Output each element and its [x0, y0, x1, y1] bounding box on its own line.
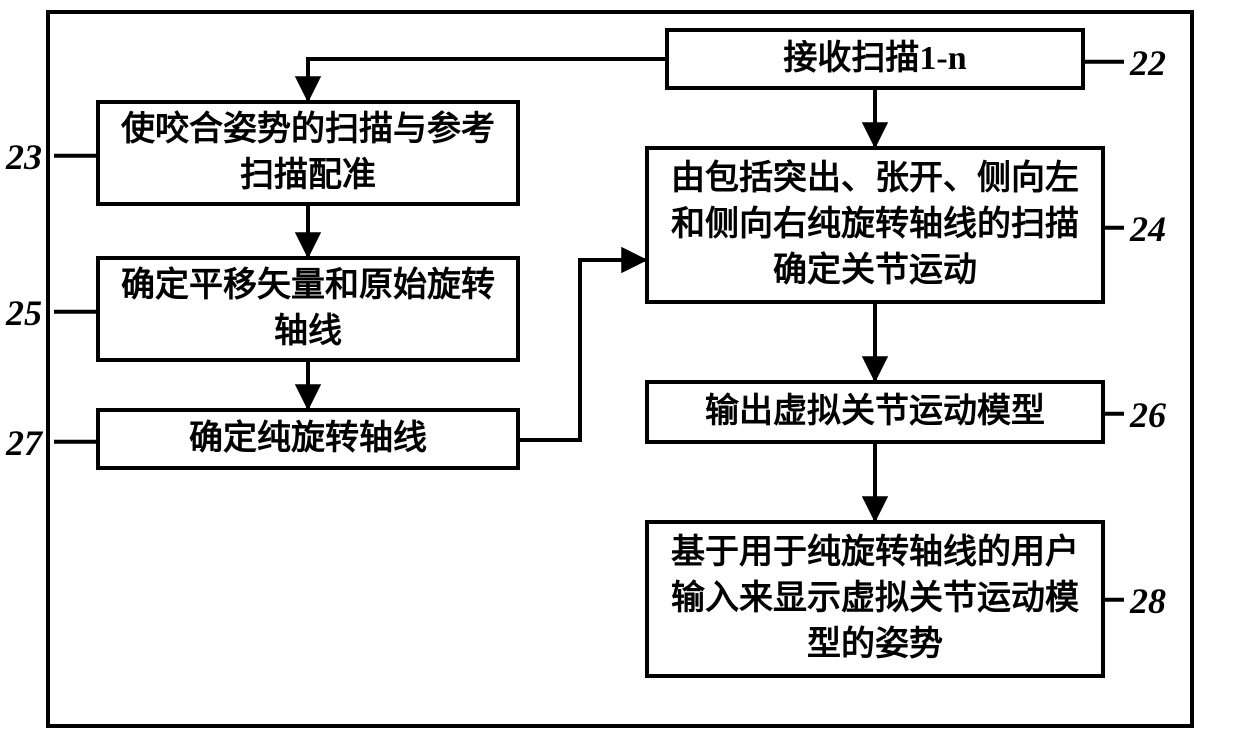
label-26: 26 — [1130, 394, 1166, 436]
label-23: 23 — [6, 136, 42, 178]
node-22: 接收扫描1-n — [665, 28, 1085, 90]
node-23: 使咬合姿势的扫描与参考扫描配准 — [96, 100, 520, 206]
diagram-canvas: 接收扫描1-n 22 使咬合姿势的扫描与参考扫描配准 23 由包括突出、张开、侧向左和侧… — [0, 0, 1240, 739]
node-26: 输出虚拟关节运动模型 — [645, 380, 1105, 444]
node-27-text: 确定纯旋转轴线 — [189, 416, 427, 462]
node-22-text: 接收扫描1-n — [783, 36, 966, 82]
node-28: 基于用于纯旋转轴线的用户输入来显示虚拟关节运动模型的姿势 — [645, 520, 1105, 678]
node-24-text: 由包括突出、张开、侧向左和侧向右纯旋转轴线的扫描确定关节运动 — [665, 156, 1085, 294]
label-28: 28 — [1130, 580, 1166, 622]
label-24: 24 — [1130, 208, 1166, 250]
label-25: 25 — [6, 292, 42, 334]
node-27: 确定纯旋转轴线 — [96, 408, 520, 470]
node-23-text: 使咬合姿势的扫描与参考扫描配准 — [116, 107, 500, 199]
node-26-text: 输出虚拟关节运动模型 — [705, 389, 1045, 435]
node-24: 由包括突出、张开、侧向左和侧向右纯旋转轴线的扫描确定关节运动 — [645, 146, 1105, 304]
label-27: 27 — [6, 422, 42, 464]
label-22: 22 — [1130, 42, 1166, 84]
node-25-text: 确定平移矢量和原始旋转轴线 — [116, 263, 500, 355]
node-28-text: 基于用于纯旋转轴线的用户输入来显示虚拟关节运动模型的姿势 — [665, 530, 1085, 668]
node-25: 确定平移矢量和原始旋转轴线 — [96, 256, 520, 362]
